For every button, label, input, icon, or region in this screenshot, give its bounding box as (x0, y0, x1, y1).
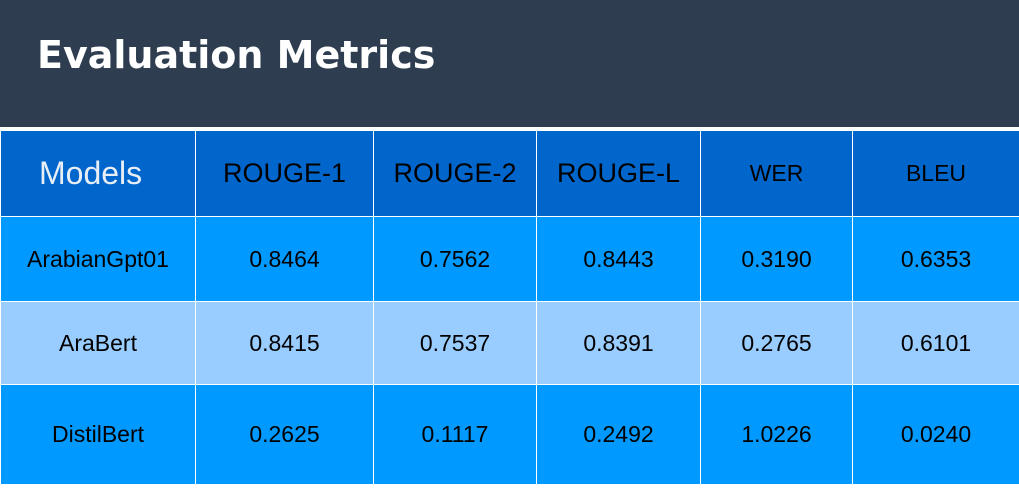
rouge-2-cell: 0.7537 (373, 301, 537, 385)
bleu-cell: 0.0240 (852, 384, 1019, 485)
wer-cell: 1.0226 (700, 384, 853, 485)
metrics-table: Models ROUGE-1 ROUGE-2 ROUGE-L WER BLEU … (0, 130, 1019, 485)
column-header-bleu: BLEU (852, 130, 1019, 217)
table-row: ArabianGpt01 0.8464 0.7562 0.8443 0.3190… (0, 216, 1019, 302)
page-title: Evaluation Metrics (37, 33, 436, 77)
table-row: AraBert 0.8415 0.7537 0.8391 0.2765 0.61… (0, 301, 1019, 385)
column-header-rouge-2: ROUGE-2 (373, 130, 537, 217)
rouge-1-cell: 0.8464 (195, 216, 374, 302)
bleu-cell: 0.6101 (852, 301, 1019, 385)
model-name-cell: DistilBert (0, 384, 196, 485)
table-row: DistilBert 0.2625 0.1117 0.2492 1.0226 0… (0, 384, 1019, 485)
rouge-2-cell: 0.1117 (373, 384, 537, 485)
rouge-1-cell: 0.8415 (195, 301, 374, 385)
column-header-models: Models (0, 130, 196, 217)
model-name-cell: AraBert (0, 301, 196, 385)
rouge-l-cell: 0.8391 (536, 301, 701, 385)
column-header-wer: WER (700, 130, 853, 217)
wer-cell: 0.3190 (700, 216, 853, 302)
model-name-cell: ArabianGpt01 (0, 216, 196, 302)
table-header-row: Models ROUGE-1 ROUGE-2 ROUGE-L WER BLEU (0, 130, 1019, 217)
bleu-cell: 0.6353 (852, 216, 1019, 302)
rouge-2-cell: 0.7562 (373, 216, 537, 302)
metrics-table-container: Models ROUGE-1 ROUGE-2 ROUGE-L WER BLEU … (0, 130, 1019, 485)
wer-cell: 0.2765 (700, 301, 853, 385)
column-header-rouge-1: ROUGE-1 (195, 130, 374, 217)
rouge-l-cell: 0.8443 (536, 216, 701, 302)
rouge-1-cell: 0.2625 (195, 384, 374, 485)
title-bar: Evaluation Metrics (0, 0, 1019, 127)
rouge-l-cell: 0.2492 (536, 384, 701, 485)
column-header-rouge-l: ROUGE-L (536, 130, 701, 217)
